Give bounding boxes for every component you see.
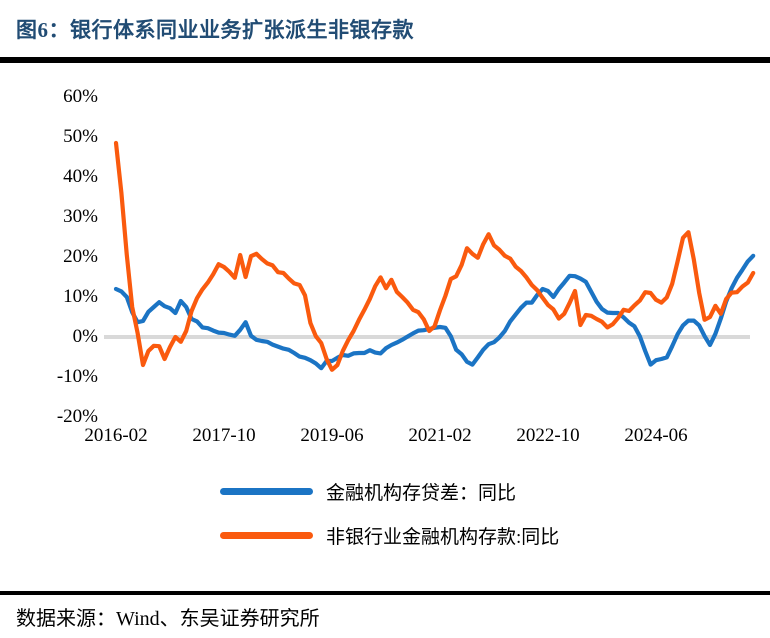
series-line-nonbank-deposits (113, 140, 756, 372)
y-tick-label: 10% (63, 286, 98, 307)
y-tick-label: -20% (56, 406, 98, 427)
source-note: 数据来源：Wind、东吴证券研究所 (16, 608, 320, 630)
x-tick-label: 2024-06 (624, 425, 688, 446)
x-tick-label: 2021-02 (408, 425, 472, 446)
legend-item-nonbank-deposits: 非银行业金融机构存款:同比 (220, 522, 559, 549)
legend-label: 金融机构存贷差：同比 (326, 483, 517, 504)
series-line-deposit-loan-gap (113, 253, 756, 371)
top-divider (0, 57, 770, 63)
legend-label: 非银行业金融机构存款:同比 (326, 527, 560, 548)
x-tick-label: 2019-06 (300, 425, 364, 446)
x-tick-label: 2017-10 (192, 425, 256, 446)
page-title: 图6：银行体系同业业务扩张派生非银存款 (16, 18, 414, 42)
x-tick-label: 2016-02 (84, 425, 148, 446)
orange-line-swatch (220, 532, 313, 539)
y-tick-label: 40% (63, 166, 98, 187)
y-tick-label: 60% (63, 86, 98, 107)
y-tick-label: 30% (63, 206, 98, 227)
y-tick-label: 0% (72, 326, 98, 347)
legend-item-deposit-loan-gap: 金融机构存贷差：同比 (220, 478, 559, 505)
bottom-divider (0, 591, 770, 595)
y-tick-label: -10% (56, 366, 98, 387)
y-tick-label: 50% (63, 126, 98, 147)
y-tick-label: 20% (63, 246, 98, 267)
blue-line-swatch (220, 488, 313, 495)
legend: 金融机构存贷差：同比 非银行业金融机构存款:同比 (220, 478, 559, 549)
x-tick-label: 2022-10 (516, 425, 580, 446)
